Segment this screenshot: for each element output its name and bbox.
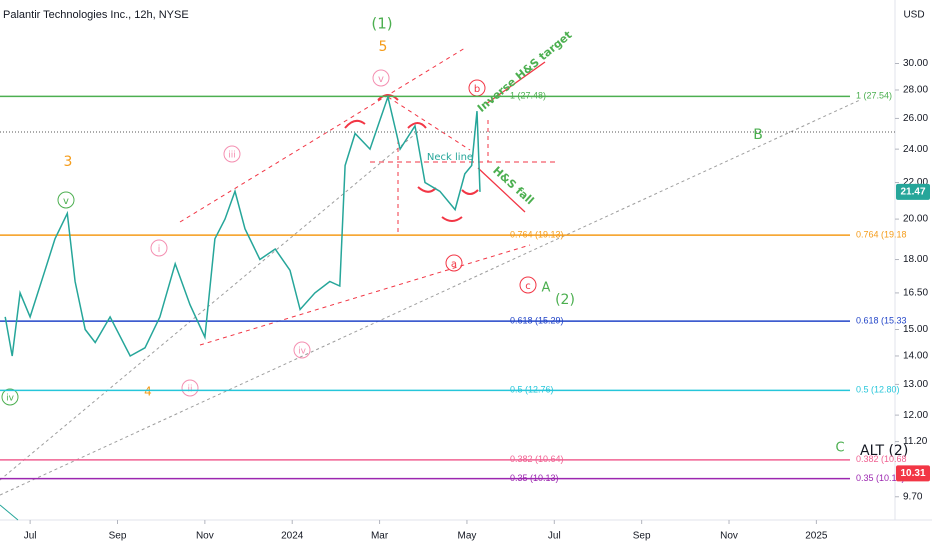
x-tick-label: Mar <box>371 531 389 542</box>
wave-circle <box>181 379 199 397</box>
fib-mid-label: 0.35 (10.13) <box>510 473 559 483</box>
price-tag-label: 10.31 <box>900 468 925 479</box>
chart-title: Palantir Technologies Inc., 12h, NYSE <box>3 9 189 21</box>
trend-line <box>0 129 421 481</box>
trend-line <box>0 504 19 521</box>
wave-label: b <box>474 84 480 95</box>
wave-label: c <box>525 281 531 292</box>
annotation: Neck line <box>427 152 473 163</box>
y-tick-label: 15.00 <box>903 324 928 335</box>
wave-label: ALT (2) <box>860 443 908 459</box>
trend-line <box>199 244 531 346</box>
y-tick-label: 20.00 <box>903 214 928 225</box>
x-tick-label: Sep <box>633 531 651 542</box>
wave-label: a <box>451 259 457 270</box>
shoulder-arc <box>407 122 427 129</box>
wave-label: iii <box>228 151 236 161</box>
y-tick-label: 28.00 <box>903 85 928 96</box>
wave-label: v <box>378 74 384 85</box>
wave-circle <box>293 341 311 359</box>
fib-mid-label: 0.764 (19.13) <box>510 230 564 240</box>
x-tick-label: Jul <box>548 531 561 542</box>
fib-mid-label: 0.382 (10.64) <box>510 454 564 464</box>
fib-label: 0.618 (15.33 <box>856 316 907 326</box>
shoulder-arc <box>461 189 479 195</box>
head-arc <box>441 216 463 222</box>
wave-label: ii <box>187 385 192 395</box>
wave-label: v <box>63 196 69 207</box>
y-tick-label: 9.70 <box>903 491 923 502</box>
price-tag <box>896 465 930 482</box>
x-tick-label: 2024 <box>281 531 304 542</box>
x-tick-label: Sep <box>109 531 127 542</box>
y-tick-label: 30.00 <box>903 58 928 69</box>
fib-label: 0.35 (10.17) <box>856 473 905 483</box>
y-tick-label: 18.00 <box>903 254 928 265</box>
x-tick-label: 2025 <box>805 531 828 542</box>
wave-circle <box>57 191 75 209</box>
fib-mid-label: 0.5 (12.76) <box>510 385 554 395</box>
fib-label: 0.382 (10.68 <box>856 454 907 464</box>
price-tag-label: 21.47 <box>900 187 925 198</box>
wave-circle <box>372 69 390 87</box>
wave-label: iv <box>6 394 15 404</box>
wave-circle <box>445 254 463 272</box>
price-line <box>4 94 481 358</box>
wave-label: (1) <box>371 15 392 33</box>
wave-circle <box>1 388 19 406</box>
fib-mid-label: 0.618 (15.29) <box>510 316 564 326</box>
currency: USD <box>903 10 924 21</box>
y-tick-label: 22.00 <box>903 177 928 188</box>
shoulder-arc <box>417 186 437 193</box>
pattern-line <box>387 96 471 151</box>
y-tick-label: 12.00 <box>903 410 928 421</box>
trend-line <box>0 99 861 496</box>
y-tick-label: 14.00 <box>903 351 928 362</box>
wave-label: iv <box>298 347 307 357</box>
fib-label: 1 (27.54) <box>856 91 892 101</box>
arrow <box>477 167 526 213</box>
wave-circle <box>519 276 537 294</box>
price-tag <box>896 183 930 200</box>
x-tick-label: May <box>457 531 476 542</box>
fib-label: 0.5 (12.80) <box>856 385 900 395</box>
y-tick-label: 26.00 <box>903 113 928 124</box>
y-tick-label: 13.00 <box>903 379 928 390</box>
fib-label: 0.764 (19.18 <box>856 230 907 240</box>
wave-label: 4 <box>144 385 152 399</box>
shoulder-arc <box>344 119 366 129</box>
wave-label: A <box>542 281 551 296</box>
wave-circle <box>223 145 241 163</box>
wave-label: C <box>835 441 844 456</box>
wave-label: B <box>753 127 763 143</box>
x-tick-label: Nov <box>196 531 214 542</box>
x-tick-label: Jul <box>24 531 37 542</box>
wave-label: 5 <box>379 39 388 55</box>
wave-circle <box>150 239 168 257</box>
wave-label: 3 <box>64 154 73 170</box>
y-tick-label: 24.00 <box>903 144 928 155</box>
fib-mid-label: 1 (27.48) <box>510 91 546 101</box>
y-tick-label: 11.20 <box>903 436 928 447</box>
x-tick-label: Nov <box>720 531 738 542</box>
wave-label: (2) <box>555 292 575 308</box>
y-tick-label: 16.50 <box>903 288 928 299</box>
wave-label: i <box>158 244 161 255</box>
